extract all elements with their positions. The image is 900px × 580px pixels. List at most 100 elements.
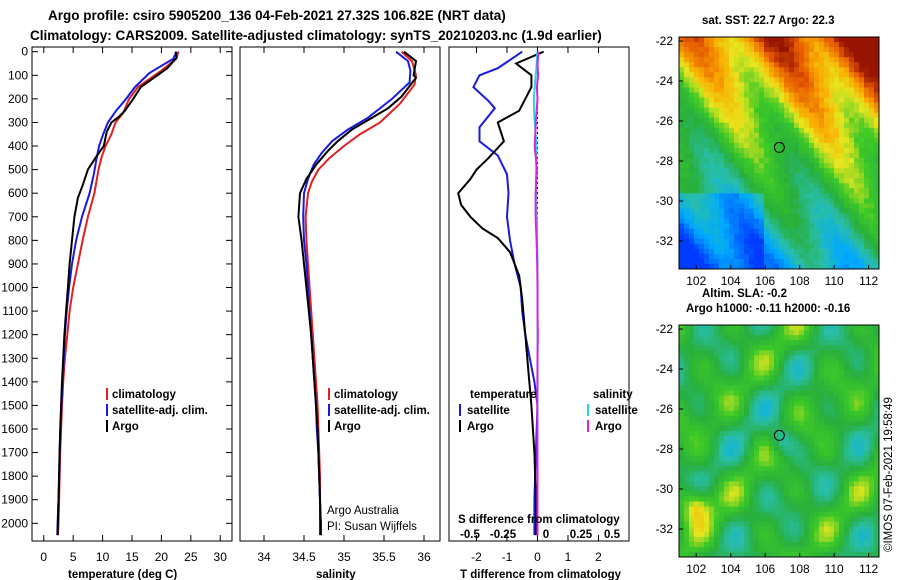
map-cell	[824, 77, 830, 83]
map-cell	[704, 491, 710, 497]
map-cell	[729, 132, 735, 139]
map-cell	[754, 132, 760, 139]
map-cell	[774, 203, 780, 209]
legend-title-salinity: salinity	[593, 389, 633, 401]
map-cell	[844, 127, 850, 134]
map-cell	[699, 546, 705, 553]
map-cell	[849, 415, 855, 422]
map-cell	[844, 461, 850, 467]
map-cell	[824, 188, 830, 194]
map-cell	[849, 92, 855, 98]
map-cell	[729, 213, 735, 219]
map-cell	[759, 425, 765, 432]
map-cell	[719, 486, 725, 492]
map-cell	[869, 441, 875, 447]
map-cell	[824, 516, 830, 523]
map-cell	[679, 380, 685, 386]
map-cell	[709, 248, 715, 255]
map-cell	[849, 67, 855, 73]
map-cell	[779, 516, 785, 523]
map-cell	[829, 551, 835, 557]
map-cell	[819, 218, 825, 225]
map-cell	[714, 112, 720, 119]
map-cell	[839, 253, 845, 260]
map-cell	[809, 536, 815, 543]
map-cell	[829, 142, 835, 149]
map-cell	[769, 188, 775, 194]
map-cell	[869, 466, 875, 472]
map-cell	[699, 158, 705, 164]
map-cell	[859, 203, 865, 209]
map-cell	[749, 375, 755, 381]
map-cell	[714, 158, 720, 164]
map-cell	[859, 127, 865, 134]
map-cell	[844, 228, 850, 235]
map-cell	[709, 385, 715, 391]
map-cell	[824, 47, 830, 53]
map-cell	[759, 82, 765, 88]
map-cell	[839, 42, 845, 48]
x-tick-label: 10	[96, 550, 110, 564]
map-cell	[754, 183, 760, 189]
map-cell	[719, 430, 725, 437]
map-cell	[829, 521, 835, 528]
map-cell	[714, 551, 720, 557]
map-cell	[804, 466, 810, 472]
map-cell	[679, 233, 685, 240]
map-cell	[874, 203, 879, 209]
map-cell	[749, 52, 755, 58]
map-cell	[819, 253, 825, 260]
map-cell	[809, 137, 815, 144]
map-cell	[834, 461, 840, 467]
map-cell	[729, 325, 735, 331]
map-cell	[734, 531, 740, 538]
map-cell	[769, 67, 775, 73]
map-cell	[864, 486, 870, 492]
map-cell	[804, 390, 810, 397]
map-cell	[724, 395, 730, 402]
map-cell	[719, 425, 725, 432]
map-cell	[829, 435, 835, 442]
map-cell	[794, 163, 800, 169]
map-cell	[829, 263, 835, 269]
map-cell	[849, 238, 855, 245]
map-cell	[754, 37, 760, 43]
map-cell	[684, 501, 690, 507]
map-cell	[804, 67, 810, 73]
map-cell	[719, 546, 725, 553]
map-cell	[694, 506, 700, 513]
depth-tick-label: 1200	[1, 328, 28, 342]
map-cell	[874, 243, 879, 250]
map-cell	[684, 233, 690, 240]
map-cell	[854, 551, 860, 557]
map-cell	[854, 193, 860, 199]
map-cell	[829, 233, 835, 240]
map-cell	[719, 112, 725, 119]
map-cell	[724, 551, 730, 557]
map-cell	[684, 486, 690, 492]
map-cell	[839, 77, 845, 83]
map-cell	[864, 491, 870, 497]
map-cell	[769, 375, 775, 381]
map-cell	[854, 451, 860, 457]
map-cell	[809, 153, 815, 159]
map-cell	[684, 335, 690, 341]
map-cell	[689, 481, 695, 487]
map-cell	[799, 253, 805, 260]
map-cell	[689, 435, 695, 442]
map-cell	[744, 541, 750, 548]
map-cell	[754, 52, 760, 58]
map-cell	[784, 345, 790, 351]
map-cell	[834, 516, 840, 523]
map-cell	[789, 147, 795, 154]
map-cell	[694, 67, 700, 73]
map-cell	[689, 173, 695, 179]
map-cell	[834, 183, 840, 189]
map-cell	[824, 471, 830, 477]
map-cell	[739, 67, 745, 73]
map-cell	[779, 405, 785, 412]
map-cell	[769, 420, 775, 427]
map-cell	[719, 107, 725, 114]
map-cell	[704, 551, 710, 557]
map-cell	[774, 122, 780, 129]
